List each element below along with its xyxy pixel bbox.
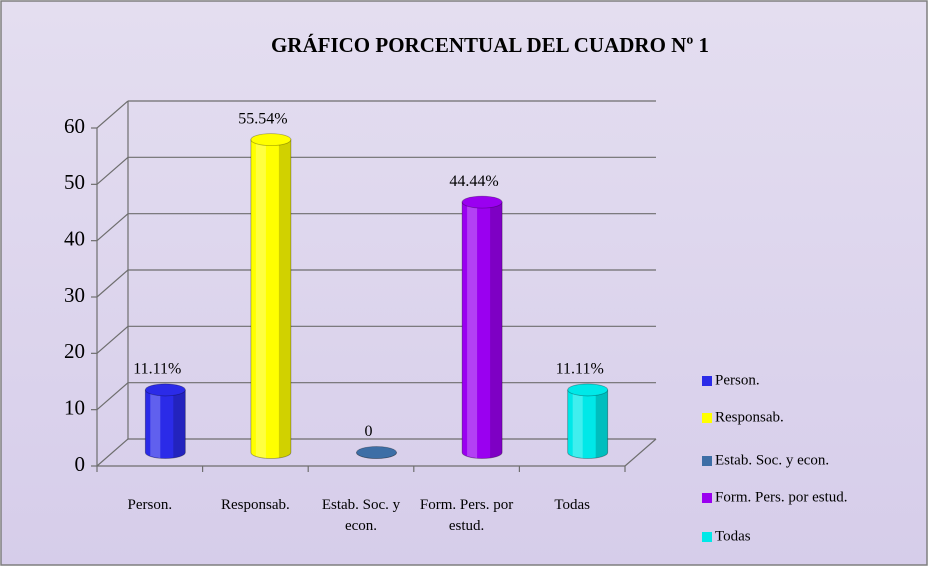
data-label: 44.44%	[449, 173, 498, 190]
cylinder-body	[461, 201, 503, 459]
grid-line	[96, 269, 129, 298]
grid-line	[96, 156, 129, 185]
grid-line	[96, 325, 129, 354]
cylinder-highlight	[255, 139, 266, 459]
legend-swatch	[702, 493, 712, 503]
legend-label: Responsab.	[715, 409, 784, 425]
legend-label: Person.	[715, 372, 760, 388]
x-tick-label: Responsab.	[221, 497, 290, 513]
x-tick-label: Form. Pers. por estud.	[419, 497, 514, 534]
cylinder-top	[144, 383, 186, 397]
cylinder-highlight	[467, 202, 478, 459]
legend-swatch	[702, 532, 712, 542]
grid-line	[96, 213, 129, 242]
cylinder-body	[567, 389, 609, 459]
data-label: 11.11%	[133, 361, 181, 378]
y-tick-label: 60	[64, 114, 85, 138]
cylinder-body	[144, 389, 186, 459]
chart-title: GRÁFICO PORCENTUAL DEL CUADRO Nº 1	[271, 33, 709, 57]
x-tick-label: Person.	[127, 497, 173, 513]
cylinder-body	[250, 139, 292, 459]
y-tick-label: 20	[64, 339, 85, 363]
legend-label: Form. Pers. por estud.	[715, 489, 848, 505]
y-tick-label: 40	[64, 226, 85, 250]
x-tick-label: Estab. Soc. y econ.	[321, 497, 401, 534]
cylinder-shade	[595, 389, 608, 458]
cylinder-top	[461, 195, 503, 209]
y-tick-label: 0	[75, 452, 86, 476]
grid-line	[96, 382, 129, 411]
data-label: 11.11%	[556, 361, 604, 378]
data-label: 0	[365, 423, 373, 440]
cylinder-top	[356, 446, 397, 459]
y-tick-label: 30	[64, 283, 85, 307]
legend-label: Todas	[715, 528, 751, 544]
cylinder-shade	[173, 389, 186, 458]
data-label: 55.54%	[238, 110, 287, 127]
legend-swatch	[702, 376, 712, 386]
x-tick-label: Todas	[554, 497, 590, 513]
grid-line	[96, 438, 129, 467]
legend-swatch	[702, 456, 712, 466]
grid-line	[96, 100, 129, 129]
cylinder-highlight	[572, 389, 583, 459]
cylinder-shade	[278, 139, 291, 458]
legend-swatch	[702, 413, 712, 423]
cylinder-shade	[490, 202, 503, 458]
cylinder-highlight	[150, 389, 161, 459]
legend-label: Estab. Soc. y econ.	[715, 452, 829, 468]
y-tick-label: 50	[64, 170, 85, 194]
cylinder-top	[567, 383, 609, 397]
floor-side	[624, 438, 657, 467]
cylinder-top	[250, 133, 292, 147]
y-tick-label: 10	[64, 395, 85, 419]
